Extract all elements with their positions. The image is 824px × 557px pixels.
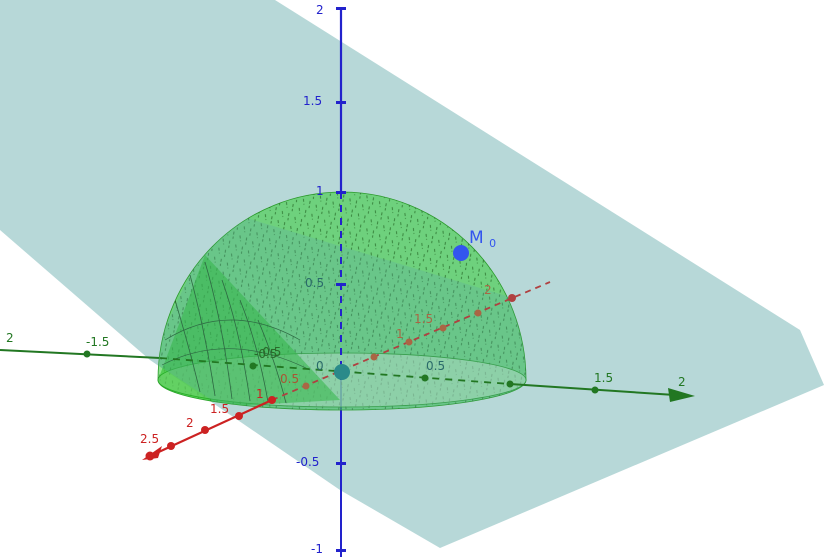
z-tick-label: 0.5 — [305, 276, 324, 290]
y-axis-left — [0, 349, 161, 359]
x-axis-ticks — [145, 294, 516, 461]
y-tick-label: -1.5 — [86, 335, 109, 349]
x-tick-label: 1 — [256, 387, 264, 401]
x-tick-label: 1.5 — [210, 402, 229, 416]
x-tick-label: 2 — [186, 416, 194, 430]
y-axis-right — [509, 383, 691, 397]
z-tick-label: 1 — [316, 184, 324, 198]
z-tick-label: 1.5 — [303, 94, 322, 108]
x-tick-label: 2 — [484, 283, 492, 297]
z-tick-label: -0.5 — [296, 455, 319, 469]
origin-point[interactable] — [334, 364, 350, 380]
x-tick-label: 0.5 — [280, 372, 299, 386]
point-m0-subscript: 0 — [489, 237, 496, 250]
z-axis-ticks — [336, 7, 346, 552]
point-m0-letter: M — [469, 228, 484, 248]
x-tick-label: 2.5 — [140, 432, 159, 446]
y-tick-label: -0.5 — [254, 347, 277, 361]
point-m0[interactable] — [453, 245, 469, 261]
y-tick-label: 2 — [6, 331, 14, 345]
x-tick-label: 1.5 — [414, 312, 433, 326]
y-tick-label: 0.5 — [426, 359, 445, 373]
y-tick-label: 2 — [678, 375, 686, 389]
y-axis-arrowhead — [668, 388, 695, 402]
point-m0-label: M 0 — [469, 228, 496, 250]
z-tick-label: 2 — [316, 3, 324, 17]
x-tick-label: -0.5 — [258, 345, 281, 359]
y-axis-ticks — [83, 350, 599, 394]
y-tick-label: 1.5 — [594, 371, 613, 385]
z-tick-label: -1 — [311, 542, 323, 556]
origin-label: 0 — [316, 359, 324, 373]
x-tick-label: 1 — [396, 327, 404, 341]
